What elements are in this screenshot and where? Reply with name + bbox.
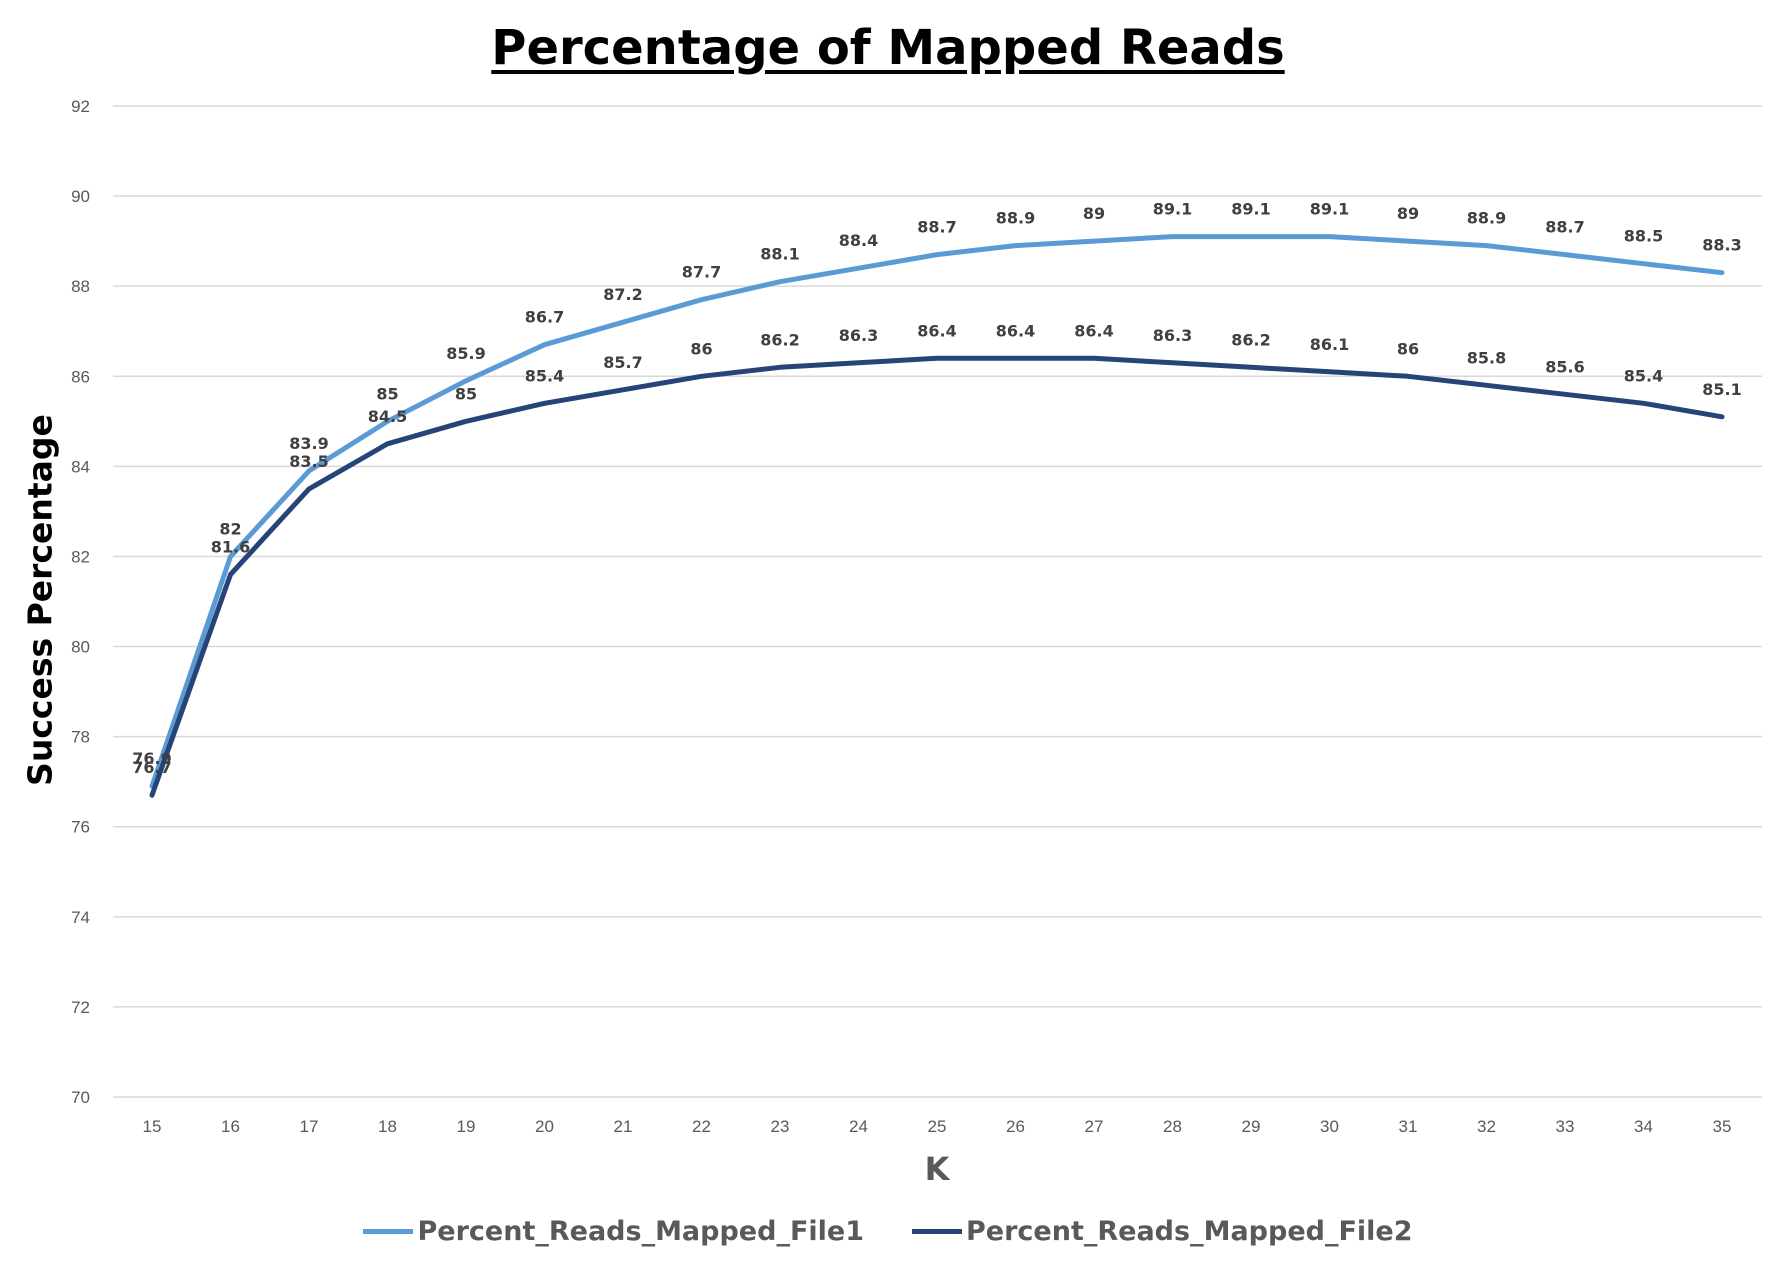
x-tick-label: 34 [1634, 1117, 1653, 1136]
data-label: 81.6 [211, 537, 250, 556]
data-label: 88.4 [839, 231, 878, 250]
y-tick-labels: 70 72 74 76 78 80 82 84 86 88 90 92 [71, 97, 90, 1107]
series-line-1 [149, 234, 1725, 789]
data-label: 76.7 [132, 758, 171, 777]
legend-swatch-file2 [912, 1229, 962, 1234]
x-tick-label: 22 [692, 1117, 711, 1136]
x-tick-label: 31 [1399, 1117, 1418, 1136]
data-label: 86.4 [996, 321, 1035, 340]
data-label: 86.2 [1231, 330, 1270, 349]
x-tick-label: 28 [1163, 1117, 1182, 1136]
data-label: 84.5 [368, 407, 407, 426]
data-label: 88.9 [996, 209, 1035, 228]
x-tick-label: 32 [1477, 1117, 1496, 1136]
data-label: 88.3 [1702, 236, 1741, 255]
data-label: 76.9 [132, 749, 171, 768]
legend-item-file1[interactable]: Percent_Reads_Mapped_File1 [363, 1216, 864, 1247]
data-label: 86.4 [1074, 321, 1113, 340]
data-label: 89.1 [1153, 200, 1192, 219]
data-label: 85.4 [525, 366, 564, 385]
data-label: 82 [219, 519, 241, 538]
x-tick-label: 30 [1320, 1117, 1339, 1136]
data-label: 88.9 [1467, 209, 1506, 228]
series-line-2 [149, 355, 1725, 798]
y-tick-label: 70 [71, 1088, 90, 1107]
data-label: 85.6 [1545, 357, 1584, 376]
y-tick-label: 80 [71, 638, 90, 657]
data-label: 87.7 [682, 263, 721, 282]
data-label: 86.3 [1153, 326, 1192, 345]
x-tick-label: 20 [535, 1117, 554, 1136]
x-tick-label: 21 [614, 1117, 633, 1136]
data-label: 85.7 [603, 353, 642, 372]
data-label: 86.4 [917, 321, 956, 340]
legend-label-file1: Percent_Reads_Mapped_File1 [417, 1216, 864, 1247]
data-label: 85.8 [1467, 348, 1506, 367]
data-label: 86.3 [839, 326, 878, 345]
data-label: 89.1 [1310, 200, 1349, 219]
y-tick-label: 84 [71, 457, 90, 476]
y-tick-label: 76 [71, 818, 90, 837]
x-tick-label: 24 [849, 1117, 868, 1136]
y-tick-label: 78 [71, 728, 90, 747]
x-tick-label: 18 [378, 1117, 397, 1136]
legend-label-file2: Percent_Reads_Mapped_File2 [966, 1216, 1413, 1247]
data-label: 86 [1397, 339, 1419, 358]
x-tick-label: 35 [1713, 1117, 1732, 1136]
gridlines [113, 105, 1762, 1098]
y-tick-label: 88 [71, 277, 90, 296]
data-labels: 76.9 82 83.9 85 85.9 86.7 87.2 87.7 88.1 88.4 88.7… [132, 200, 1741, 778]
y-tick-label: 90 [71, 187, 90, 206]
data-label: 85 [376, 384, 398, 403]
y-tick-label: 86 [71, 367, 90, 386]
x-tick-labels: 15 16 17 18 19 20 21 22 23 24 25 26 27 28 29 30 31 32 33 34… [143, 1117, 1732, 1136]
x-tick-label: 19 [457, 1117, 476, 1136]
series-lines [149, 234, 1725, 798]
x-tick-label: 16 [221, 1117, 240, 1136]
data-label: 85.4 [1624, 366, 1663, 385]
x-tick-label: 23 [771, 1117, 790, 1136]
data-label: 89.1 [1231, 200, 1270, 219]
x-tick-label: 17 [300, 1117, 319, 1136]
data-label: 87.2 [603, 285, 642, 304]
data-label: 89 [1397, 204, 1419, 223]
data-label: 85 [455, 384, 477, 403]
data-label: 83.9 [289, 434, 328, 453]
legend-swatch-file1 [363, 1229, 414, 1234]
x-tick-label: 33 [1556, 1117, 1575, 1136]
data-label: 88.7 [1545, 218, 1584, 237]
x-tick-label: 27 [1085, 1117, 1104, 1136]
data-label: 86.2 [760, 330, 799, 349]
data-label: 83.5 [289, 452, 328, 471]
x-tick-label: 25 [928, 1117, 947, 1136]
data-label: 88.5 [1624, 227, 1663, 246]
data-label: 86 [690, 339, 712, 358]
x-axis-label: K [924, 1150, 950, 1188]
data-label: 85.1 [1702, 380, 1741, 399]
chart-title: Percentage of Mapped Reads [491, 20, 1285, 76]
y-tick-label: 92 [71, 97, 90, 116]
x-tick-label: 26 [1006, 1117, 1025, 1136]
legend: Percent_Reads_Mapped_File1 Percent_Reads… [0, 1216, 1776, 1247]
y-tick-label: 82 [71, 547, 90, 566]
y-tick-label: 72 [71, 998, 90, 1017]
x-tick-label: 29 [1242, 1117, 1261, 1136]
data-label: 88.1 [760, 245, 799, 264]
data-label: 86.1 [1310, 335, 1349, 354]
y-tick-label: 74 [71, 908, 90, 927]
legend-item-file2[interactable]: Percent_Reads_Mapped_File2 [912, 1216, 1413, 1247]
data-label: 89 [1083, 204, 1105, 223]
x-tick-label: 15 [143, 1117, 162, 1136]
data-label: 85.9 [446, 344, 485, 363]
data-label: 86.7 [525, 308, 564, 327]
data-label: 88.7 [917, 218, 956, 237]
